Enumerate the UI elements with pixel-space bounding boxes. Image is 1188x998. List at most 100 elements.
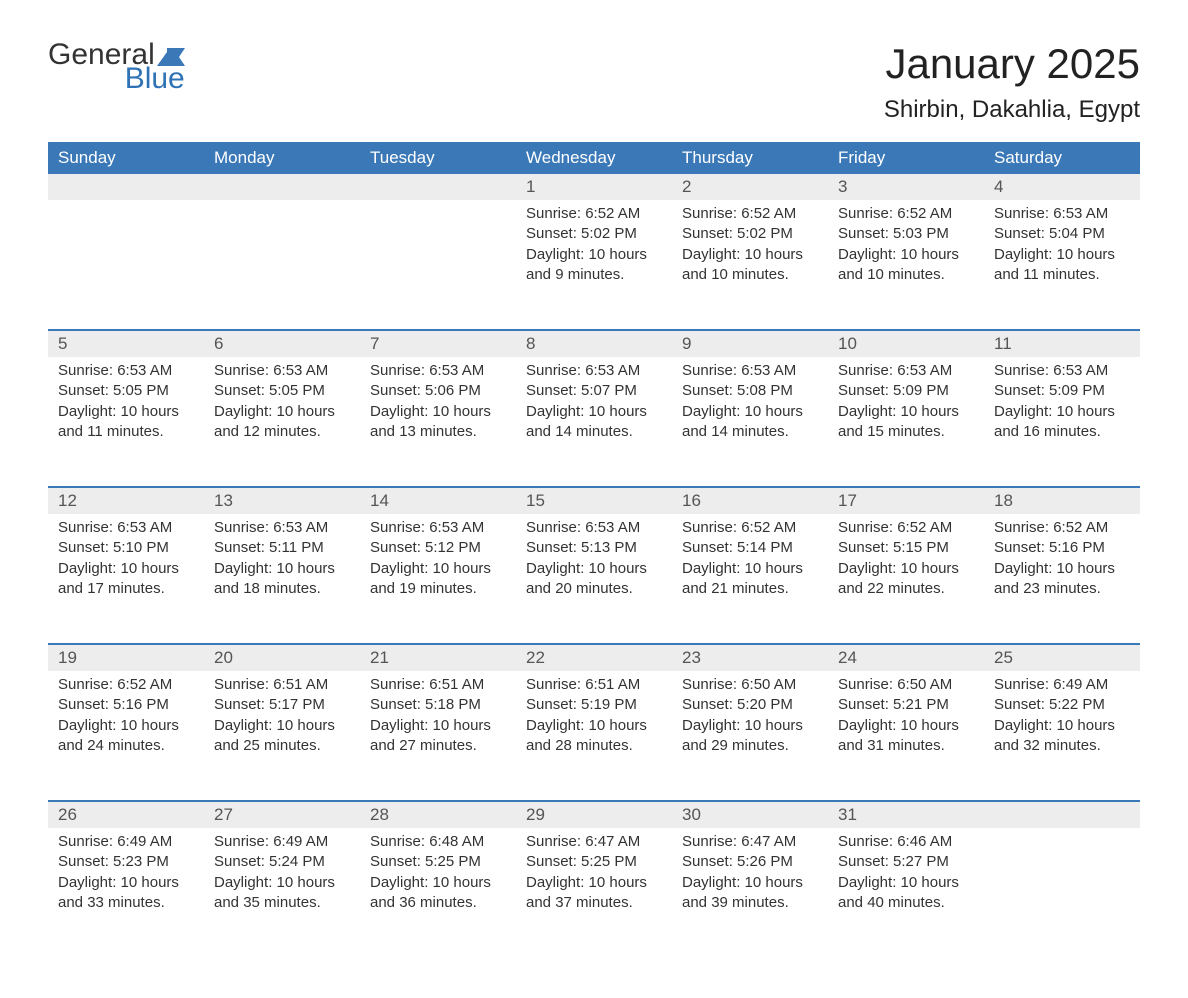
day-sunset: Sunset: 5:15 PM	[838, 538, 974, 558]
day-number: 6	[204, 331, 360, 357]
day-content: Sunrise: 6:53 AMSunset: 5:06 PMDaylight:…	[360, 357, 516, 460]
day-sunrise: Sunrise: 6:53 AM	[526, 361, 662, 381]
day-daylight2: and 14 minutes.	[682, 422, 818, 442]
day-sunrise: Sunrise: 6:49 AM	[214, 832, 350, 852]
day-content: Sunrise: 6:53 AMSunset: 5:05 PMDaylight:…	[204, 357, 360, 460]
weekday-header: Monday	[204, 142, 360, 174]
day-sunrise: Sunrise: 6:52 AM	[682, 204, 818, 224]
day-content: Sunrise: 6:52 AMSunset: 5:14 PMDaylight:…	[672, 514, 828, 617]
day-daylight1: Daylight: 10 hours	[526, 402, 662, 422]
day-content: Sunrise: 6:46 AMSunset: 5:27 PMDaylight:…	[828, 828, 984, 931]
day-sunrise: Sunrise: 6:52 AM	[58, 675, 194, 695]
day-daylight1: Daylight: 10 hours	[370, 402, 506, 422]
day-sunrise: Sunrise: 6:53 AM	[682, 361, 818, 381]
day-content: Sunrise: 6:52 AMSunset: 5:02 PMDaylight:…	[516, 200, 672, 303]
day-sunset: Sunset: 5:09 PM	[838, 381, 974, 401]
day-number-row: 12131415161718	[48, 488, 1140, 514]
day-content: Sunrise: 6:47 AMSunset: 5:25 PMDaylight:…	[516, 828, 672, 931]
day-sunset: Sunset: 5:21 PM	[838, 695, 974, 715]
day-number: 27	[204, 802, 360, 828]
day-daylight1: Daylight: 10 hours	[838, 559, 974, 579]
weekday-header: Thursday	[672, 142, 828, 174]
day-content: Sunrise: 6:52 AMSunset: 5:15 PMDaylight:…	[828, 514, 984, 617]
day-daylight1: Daylight: 10 hours	[682, 873, 818, 893]
day-daylight2: and 21 minutes.	[682, 579, 818, 599]
day-number: 7	[360, 331, 516, 357]
day-daylight1: Daylight: 10 hours	[682, 716, 818, 736]
day-sunset: Sunset: 5:26 PM	[682, 852, 818, 872]
day-sunrise: Sunrise: 6:51 AM	[214, 675, 350, 695]
day-daylight1: Daylight: 10 hours	[994, 716, 1130, 736]
logo-flag-icon	[157, 48, 185, 66]
day-sunrise: Sunrise: 6:53 AM	[994, 204, 1130, 224]
day-content: Sunrise: 6:52 AMSunset: 5:02 PMDaylight:…	[672, 200, 828, 303]
day-sunset: Sunset: 5:24 PM	[214, 852, 350, 872]
location-label: Shirbin, Dakahlia, Egypt	[884, 96, 1140, 124]
day-daylight1: Daylight: 10 hours	[838, 402, 974, 422]
day-daylight2: and 31 minutes.	[838, 736, 974, 756]
day-daylight2: and 12 minutes.	[214, 422, 350, 442]
day-sunset: Sunset: 5:18 PM	[370, 695, 506, 715]
day-content: Sunrise: 6:51 AMSunset: 5:17 PMDaylight:…	[204, 671, 360, 774]
day-daylight2: and 19 minutes.	[370, 579, 506, 599]
day-daylight2: and 32 minutes.	[994, 736, 1130, 756]
day-sunrise: Sunrise: 6:53 AM	[370, 361, 506, 381]
day-daylight1: Daylight: 10 hours	[526, 873, 662, 893]
day-daylight2: and 40 minutes.	[838, 893, 974, 913]
day-sunset: Sunset: 5:04 PM	[994, 224, 1130, 244]
day-number: 25	[984, 645, 1140, 671]
day-sunrise: Sunrise: 6:53 AM	[58, 518, 194, 538]
day-sunrise: Sunrise: 6:52 AM	[994, 518, 1130, 538]
month-title: January 2025	[884, 40, 1140, 88]
day-content: Sunrise: 6:53 AMSunset: 5:04 PMDaylight:…	[984, 200, 1140, 303]
calendar-table: Sunday Monday Tuesday Wednesday Thursday…	[48, 142, 1140, 958]
day-sunrise: Sunrise: 6:50 AM	[682, 675, 818, 695]
day-daylight1: Daylight: 10 hours	[526, 559, 662, 579]
day-sunrise: Sunrise: 6:52 AM	[838, 204, 974, 224]
day-daylight1: Daylight: 10 hours	[214, 873, 350, 893]
logo-text-blue: Blue	[125, 64, 185, 94]
day-daylight2: and 20 minutes.	[526, 579, 662, 599]
day-sunset: Sunset: 5:10 PM	[58, 538, 194, 558]
day-content: Sunrise: 6:53 AMSunset: 5:07 PMDaylight:…	[516, 357, 672, 460]
day-sunrise: Sunrise: 6:49 AM	[994, 675, 1130, 695]
day-daylight2: and 24 minutes.	[58, 736, 194, 756]
day-number: 2	[672, 174, 828, 200]
day-daylight1: Daylight: 10 hours	[682, 245, 818, 265]
day-daylight1: Daylight: 10 hours	[58, 559, 194, 579]
day-number: 10	[828, 331, 984, 357]
day-sunset: Sunset: 5:13 PM	[526, 538, 662, 558]
day-daylight1: Daylight: 10 hours	[214, 716, 350, 736]
day-sunrise: Sunrise: 6:53 AM	[370, 518, 506, 538]
day-daylight1: Daylight: 10 hours	[994, 245, 1130, 265]
day-sunset: Sunset: 5:06 PM	[370, 381, 506, 401]
day-daylight1: Daylight: 10 hours	[526, 716, 662, 736]
day-content: Sunrise: 6:53 AMSunset: 5:10 PMDaylight:…	[48, 514, 204, 617]
day-sunrise: Sunrise: 6:53 AM	[214, 518, 350, 538]
day-number: 17	[828, 488, 984, 514]
day-content-row: Sunrise: 6:49 AMSunset: 5:23 PMDaylight:…	[48, 828, 1140, 958]
day-daylight1: Daylight: 10 hours	[370, 559, 506, 579]
day-number: 19	[48, 645, 204, 671]
day-sunset: Sunset: 5:22 PM	[994, 695, 1130, 715]
day-sunset: Sunset: 5:17 PM	[214, 695, 350, 715]
day-number-row: 19202122232425	[48, 645, 1140, 671]
day-number	[204, 174, 360, 200]
day-daylight2: and 37 minutes.	[526, 893, 662, 913]
day-number: 1	[516, 174, 672, 200]
day-daylight2: and 15 minutes.	[838, 422, 974, 442]
day-sunrise: Sunrise: 6:48 AM	[370, 832, 506, 852]
day-sunset: Sunset: 5:20 PM	[682, 695, 818, 715]
day-sunset: Sunset: 5:25 PM	[526, 852, 662, 872]
day-daylight2: and 18 minutes.	[214, 579, 350, 599]
day-sunset: Sunset: 5:08 PM	[682, 381, 818, 401]
weekday-header: Wednesday	[516, 142, 672, 174]
weekday-header-row: Sunday Monday Tuesday Wednesday Thursday…	[48, 142, 1140, 174]
day-number: 13	[204, 488, 360, 514]
day-daylight2: and 23 minutes.	[994, 579, 1130, 599]
day-daylight1: Daylight: 10 hours	[682, 559, 818, 579]
day-sunset: Sunset: 5:02 PM	[526, 224, 662, 244]
day-daylight1: Daylight: 10 hours	[838, 716, 974, 736]
day-daylight1: Daylight: 10 hours	[370, 873, 506, 893]
day-daylight2: and 29 minutes.	[682, 736, 818, 756]
